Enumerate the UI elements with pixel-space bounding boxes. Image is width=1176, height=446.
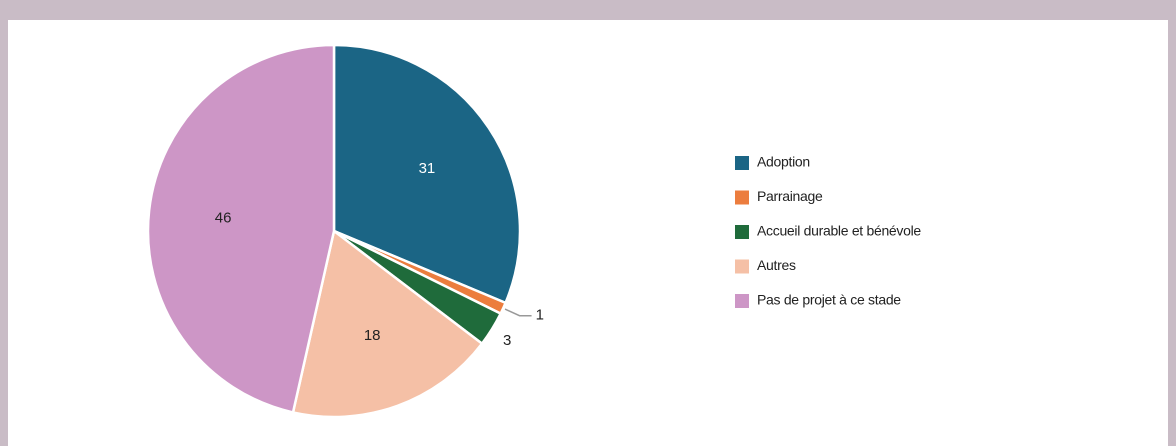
legend-swatch	[735, 225, 749, 239]
data-label: 1	[536, 307, 544, 324]
legend-label: Autres	[757, 257, 796, 273]
legend-swatch	[735, 259, 749, 274]
legend-label: Pas de projet à ce stade	[757, 292, 901, 308]
legend-swatch	[735, 294, 749, 308]
pie-slice	[332, 43, 522, 305]
legend-label: Adoption	[757, 154, 810, 170]
legend-label: Parrainage	[757, 188, 823, 204]
data-label: 31	[419, 160, 436, 177]
legend-label: Accueil durable et bénévole	[757, 223, 921, 239]
data-label: 18	[364, 327, 381, 344]
legend-swatch	[735, 156, 749, 170]
pie-slice	[291, 228, 484, 419]
data-label: 3	[503, 332, 511, 349]
data-label: 46	[215, 210, 232, 227]
pie-slice	[146, 43, 336, 414]
leader-line	[504, 308, 532, 317]
legend-swatch	[735, 190, 749, 205]
